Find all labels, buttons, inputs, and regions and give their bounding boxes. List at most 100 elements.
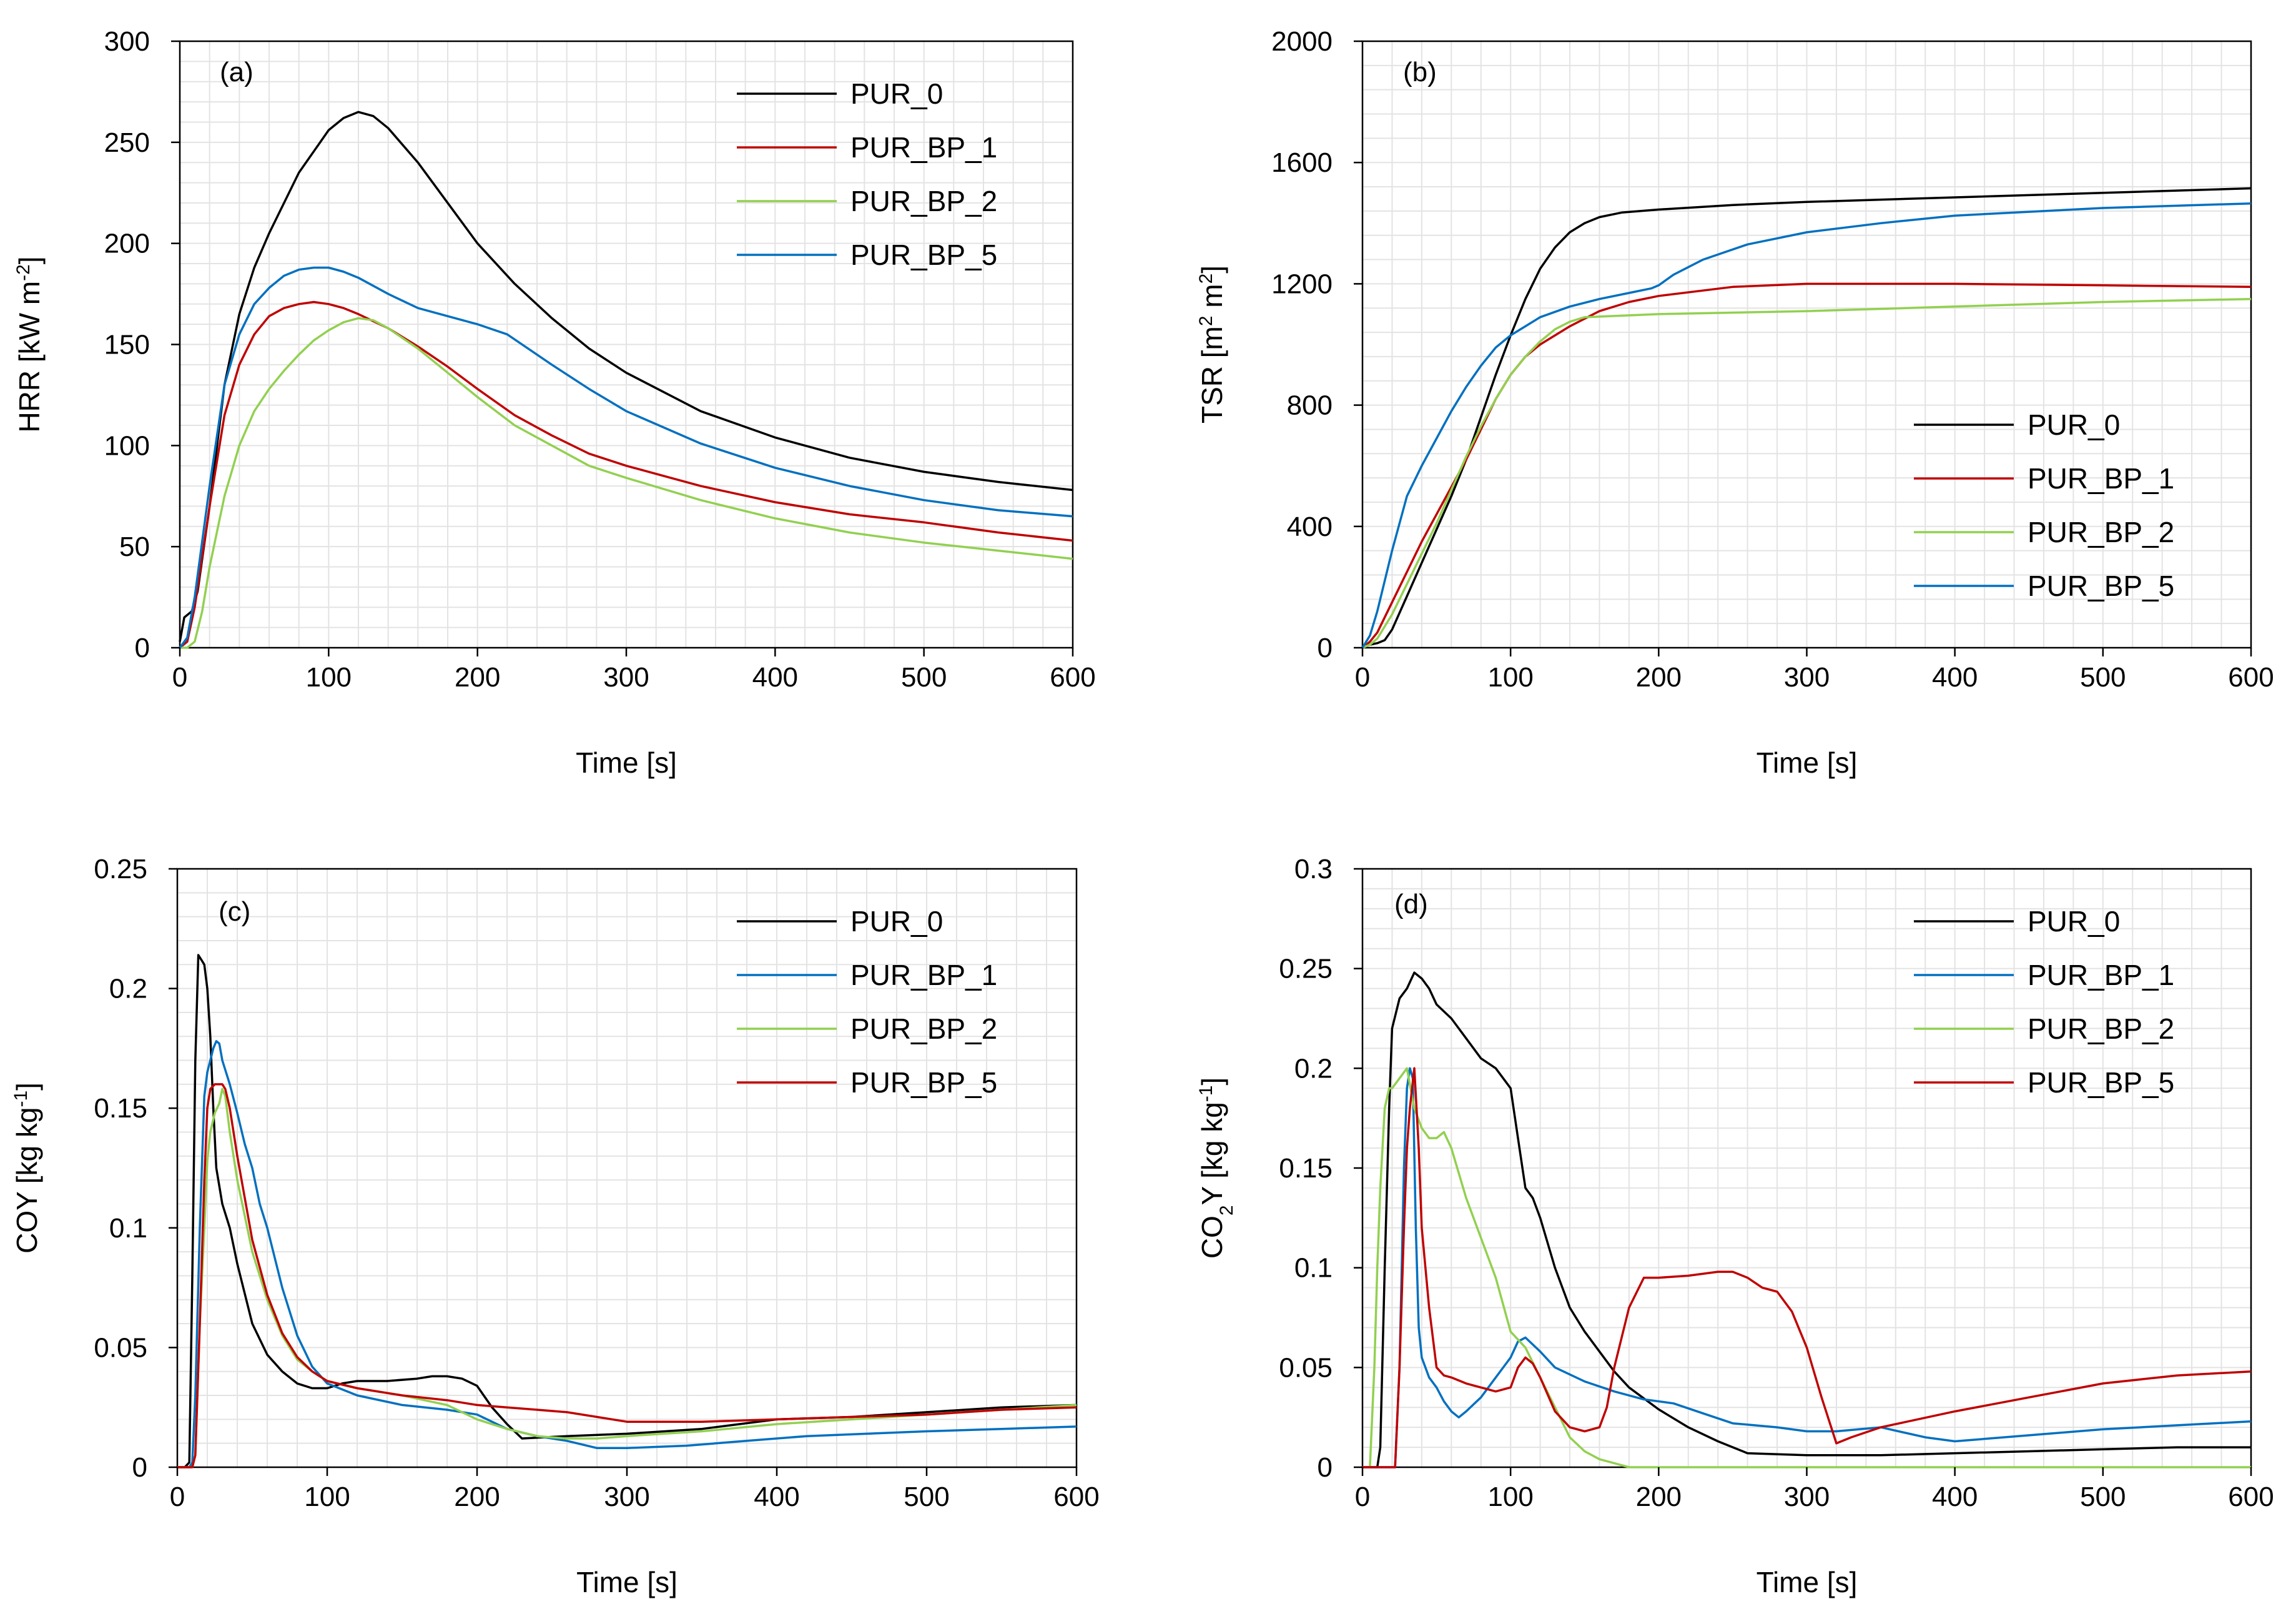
y-tick-label: 250 — [104, 127, 150, 158]
y-tick-label: 0.25 — [1279, 954, 1333, 984]
legend-label: PUR_BP_5 — [850, 239, 997, 271]
y-axis-title-part: 2 — [1216, 1206, 1237, 1216]
y-tick-label: 200 — [104, 229, 150, 259]
panel-a: 0 100 200 300 400 500 600 0 50 100 150 200 250 300 Tim… — [13, 26, 1096, 779]
y-tick-label: 0.1 — [1294, 1253, 1333, 1284]
y-axis-title-part: HRR [kW m — [13, 281, 46, 433]
y-axis-title-part: 2 — [1196, 316, 1216, 327]
series-line-pur-0 — [1362, 971, 2251, 1468]
series-line-pur-0 — [179, 111, 1073, 642]
y-tick-label: 0.3 — [1294, 854, 1333, 884]
series-line-pur-bp-5 — [1362, 1067, 2252, 1468]
legend-label: PUR_0 — [850, 77, 943, 110]
series-line-pur-bp-5 — [1361, 202, 2252, 648]
legend: PUR_0 PUR_BP_1 PUR_BP_2 PUR_BP_5 — [737, 905, 997, 1099]
x-axis: 0 100 200 300 400 500 600 — [172, 648, 1096, 693]
y-tick-label: 0.2 — [109, 974, 147, 1004]
y-tick-label: 800 — [1287, 390, 1333, 421]
y-axis-title-part: -1 — [11, 1091, 31, 1107]
x-axis-title: Time [s] — [576, 1566, 677, 1598]
x-tick-label: 400 — [752, 662, 798, 693]
grid — [180, 41, 1073, 648]
legend: PUR_0 PUR_BP_1 PUR_BP_2 PUR_BP_5 — [1914, 905, 2174, 1099]
x-axis: 0 100 200 300 400 500 600 — [170, 1467, 1100, 1512]
y-axis-title: HRR [kW m-2] — [13, 256, 46, 432]
legend-label: PUR_BP_1 — [850, 131, 997, 164]
y-tick-label: 400 — [1287, 512, 1333, 542]
y-tick-label: 0.2 — [1294, 1053, 1333, 1084]
y-axis-title-part: CO — [1196, 1215, 1228, 1259]
y-tick-label: 0 — [1318, 633, 1333, 663]
y-tick-label: 0 — [132, 1452, 147, 1483]
x-axis-title: Time [s] — [576, 746, 677, 779]
x-tick-label: 200 — [1636, 1482, 1682, 1512]
legend-label: PUR_BP_1 — [2027, 959, 2174, 991]
x-tick-label: 600 — [2228, 1482, 2274, 1512]
series-line-pur-bp-2 — [180, 317, 1073, 649]
legend-label: PUR_BP_2 — [850, 185, 997, 217]
legend-label: PUR_BP_2 — [850, 1012, 997, 1045]
legend-label: PUR_BP_1 — [2027, 462, 2174, 495]
series-line-pur-bp-2 — [1362, 1067, 2251, 1468]
panel-label: (a) — [220, 57, 254, 87]
legend-label: PUR_0 — [2027, 408, 2120, 441]
y-axis-title-part: ] — [11, 1082, 43, 1091]
series-line-pur-bp-2 — [1362, 297, 2252, 649]
legend-label: PUR_0 — [2027, 905, 2120, 938]
y-tick-label: 300 — [104, 26, 150, 57]
y-axis-title-part: 2 — [1196, 274, 1216, 284]
legend-label: PUR_0 — [850, 905, 943, 938]
panel-label: (c) — [219, 896, 250, 927]
x-tick-label: 0 — [170, 1482, 185, 1512]
x-tick-label: 300 — [1784, 1482, 1830, 1512]
x-tick-label: 200 — [454, 1482, 500, 1512]
legend-label: PUR_BP_5 — [2027, 1066, 2174, 1099]
x-tick-label: 200 — [455, 662, 500, 693]
grid — [1362, 41, 2251, 648]
y-tick-label: 150 — [104, 330, 150, 360]
panel-d: 0 100 200 300 400 500 600 0 0.05 0.1 0.15 0.2 0.25 0.… — [1196, 854, 2274, 1598]
x-tick-label: 0 — [172, 662, 187, 693]
x-tick-label: 500 — [2080, 662, 2126, 693]
x-tick-label: 100 — [306, 662, 352, 693]
x-tick-label: 100 — [1487, 662, 1533, 693]
y-tick-label: 1200 — [1271, 269, 1333, 299]
x-tick-label: 200 — [1636, 662, 1682, 693]
x-tick-label: 0 — [1355, 1482, 1370, 1512]
legend-label: PUR_BP_2 — [2027, 516, 2174, 548]
series-line-pur-bp-5 — [177, 1083, 1077, 1468]
x-tick-label: 400 — [1932, 662, 1978, 693]
panel-label: (d) — [1394, 889, 1428, 919]
y-axis-title: TSR [m2 m2] — [1196, 265, 1229, 423]
x-axis: 0 100 200 300 400 500 600 — [1355, 648, 2274, 693]
y-axis-title-part: ] — [1196, 1077, 1228, 1086]
x-tick-label: 500 — [2080, 1482, 2126, 1512]
y-tick-label: 1600 — [1271, 147, 1333, 178]
x-tick-label: 300 — [604, 1482, 649, 1512]
y-axis-title-part: ] — [1196, 265, 1228, 274]
series-line-pur-0 — [177, 954, 1077, 1468]
x-tick-label: 600 — [1050, 662, 1095, 693]
x-tick-label: 600 — [1053, 1482, 1099, 1512]
y-axis-title-part: Y [kg kg — [1196, 1102, 1228, 1205]
x-tick-label: 500 — [904, 1482, 949, 1512]
y-tick-label: 0 — [135, 633, 150, 663]
x-tick-label: 300 — [603, 662, 649, 693]
legend: PUR_0 PUR_BP_1 PUR_BP_2 PUR_BP_5 — [1914, 408, 2174, 602]
series-line-pur-bp-5 — [179, 266, 1073, 649]
grid — [1362, 869, 2251, 1467]
x-tick-label: 100 — [304, 1482, 350, 1512]
y-axis-title-part: ] — [13, 256, 46, 264]
legend: PUR_0 PUR_BP_1 PUR_BP_2 PUR_BP_5 — [737, 77, 997, 271]
x-tick-label: 0 — [1355, 662, 1370, 693]
y-tick-label: 2000 — [1271, 26, 1333, 57]
x-tick-label: 300 — [1784, 662, 1830, 693]
series-line-pur-bp-1 — [177, 1040, 1077, 1468]
y-tick-label: 0 — [1318, 1452, 1333, 1483]
grid — [177, 869, 1077, 1467]
series-line-pur-0 — [1362, 187, 2252, 649]
x-axis-title: Time [s] — [1756, 746, 1858, 779]
y-tick-label: 0.25 — [94, 854, 147, 884]
y-axis-title-part: m — [1196, 284, 1228, 315]
